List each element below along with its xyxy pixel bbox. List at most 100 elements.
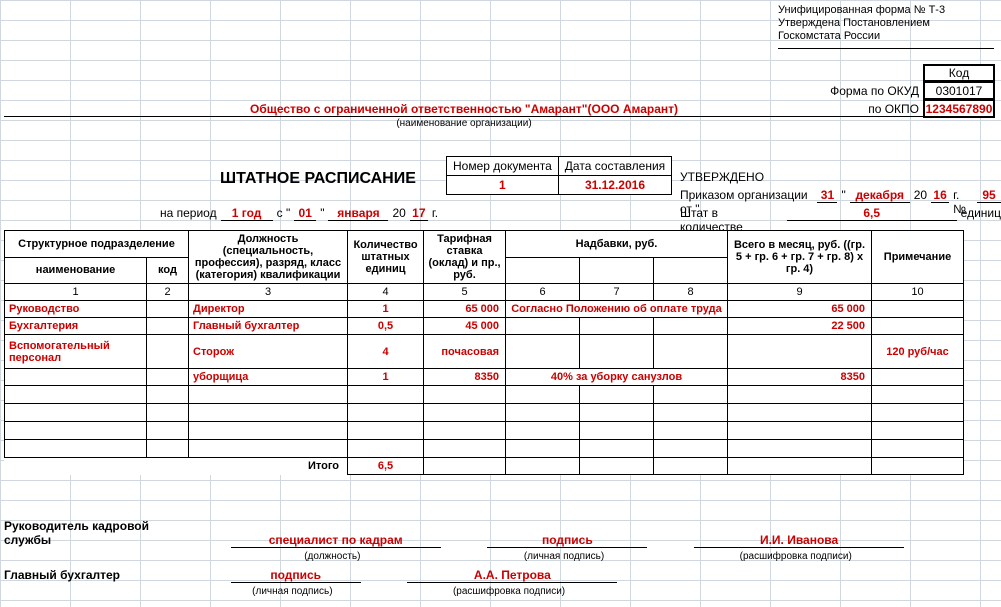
hdr-dept-kod: код (147, 257, 189, 284)
cell-empty (424, 386, 506, 404)
org-sub: (наименование организации) (4, 118, 924, 129)
table-row: уборщица1835040% за уборку санузлов8350 (5, 369, 964, 386)
cell-rate: 65 000 (424, 301, 506, 318)
cell-empty (189, 440, 348, 458)
cell-pos: Сторож (189, 335, 348, 369)
docnum-h1: Номер документа (447, 157, 559, 176)
cell-note (872, 301, 964, 318)
sign-block-1: Руководитель кадровой службы специалист … (4, 519, 997, 562)
cell-empty (506, 386, 580, 404)
docnum-h2: Дата составления (558, 157, 671, 176)
itogo-val: 6,5 (348, 458, 424, 475)
itogo-empty (654, 458, 728, 475)
cell-empty (506, 440, 580, 458)
table-row: Вспомогательный персоналСторож4почасовая… (5, 335, 964, 369)
period-prefix: на период (160, 206, 217, 220)
table-row-empty (5, 386, 964, 404)
sign1-role: Руководитель кадровой службы (4, 519, 194, 547)
okpo-value: 1234567890 (923, 100, 995, 118)
cell-empty (348, 404, 424, 422)
table-row: РуководствоДиректор165 000Согласно Полож… (5, 301, 964, 318)
cell-a2 (580, 335, 654, 369)
order-month: декабря (850, 188, 910, 203)
cell-total: 65 000 (728, 301, 872, 318)
itogo-empty (424, 458, 506, 475)
cell-rate: 45 000 (424, 318, 506, 335)
cell-qty: 0,5 (348, 318, 424, 335)
sign2-name: А.А. Петрова (407, 568, 617, 583)
main-table: Структурное подразделениеДолжность (спец… (4, 230, 964, 475)
cell-note: 120 руб/час (872, 335, 964, 369)
table-row-empty (5, 422, 964, 440)
order-mid: " (841, 188, 845, 202)
okud-value: 0301017 (923, 82, 995, 100)
cell-dept: Вспомогательный персонал (5, 335, 147, 369)
cell-dept: Руководство (5, 301, 147, 318)
cell-empty (580, 440, 654, 458)
cell-kod (147, 301, 189, 318)
cell-empty (5, 386, 147, 404)
hdr-allow: Надбавки, руб. (506, 231, 728, 258)
cell-empty (5, 422, 147, 440)
cell-total: 22 500 (728, 318, 872, 335)
period-val: 1 год (221, 206, 273, 221)
cell-empty (872, 440, 964, 458)
sign1-sig-sub: (личная подпись) (484, 551, 644, 562)
cell-empty (872, 404, 964, 422)
cell-note (872, 369, 964, 386)
cell-empty (189, 422, 348, 440)
cell-empty (189, 386, 348, 404)
cell-qty: 1 (348, 369, 424, 386)
cell-empty (654, 440, 728, 458)
cell-empty (424, 422, 506, 440)
cell-kod (147, 335, 189, 369)
hdr-a1 (506, 257, 580, 284)
table-row: БухгалтерияГлавный бухгалтер0,545 00022 … (5, 318, 964, 335)
cell-empty (728, 386, 872, 404)
cell-pos: уборщица (189, 369, 348, 386)
hdr-pos: Должность (специальность, профессия), ра… (189, 231, 348, 284)
cell-pos: Главный бухгалтер (189, 318, 348, 335)
hdr-dept-name: наименование (5, 257, 147, 284)
colnum-2: 2 (147, 284, 189, 301)
itogo-empty (872, 458, 964, 475)
colnum-3: 3 (189, 284, 348, 301)
cell-pos: Директор (189, 301, 348, 318)
cell-note (872, 318, 964, 335)
sign-block-2: Главный бухгалтер подпись А.А. Петрова (… (4, 568, 997, 597)
org-name: Общество с ограниченной ответственностью… (4, 102, 924, 117)
period-line: на период 1 год с " 01 " января 20 17 г. (160, 206, 438, 221)
period-month: января (328, 206, 388, 221)
colnum-4: 4 (348, 284, 424, 301)
cell-allow-span: 40% за уборку санузлов (506, 369, 728, 386)
cell-empty (580, 386, 654, 404)
itogo-row: Итого6,5 (5, 458, 964, 475)
cell-qty: 1 (348, 301, 424, 318)
sign1-name-sub: (расшифровка подписи) (691, 551, 901, 562)
cell-empty (424, 404, 506, 422)
sign1-pos-sub: (должность) (227, 551, 437, 562)
colnum-10: 10 (872, 284, 964, 301)
sign1-sig: подпись (487, 533, 647, 548)
itogo-empty (580, 458, 654, 475)
sign2-sig-sub: (личная подпись) (227, 586, 357, 597)
cell-kod (147, 318, 189, 335)
period-mid: " (320, 206, 324, 220)
title: ШТАТНОЕ РАСПИСАНИЕ (220, 170, 416, 188)
colnum-8: 8 (654, 284, 728, 301)
period-y20: 20 (392, 206, 405, 220)
cell-empty (506, 404, 580, 422)
cell-empty (728, 440, 872, 458)
kod-header: Код (923, 64, 995, 82)
cell-empty (580, 404, 654, 422)
order-day: 31 (817, 188, 837, 203)
period-g: г. (432, 206, 438, 220)
cell-empty (147, 386, 189, 404)
cell-empty (872, 386, 964, 404)
cell-empty (348, 440, 424, 458)
hdr-dept: Структурное подразделение (5, 231, 189, 258)
cell-empty (348, 386, 424, 404)
approved-label: УТВЕРЖДЕНО (680, 170, 764, 184)
cell-dept (5, 369, 147, 386)
cell-empty (654, 422, 728, 440)
